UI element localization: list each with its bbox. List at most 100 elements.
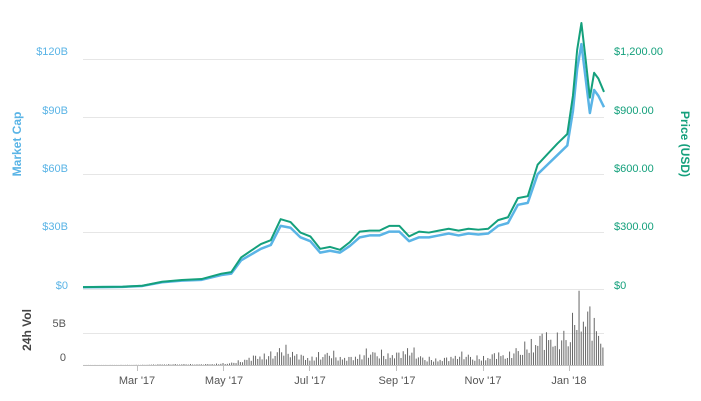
volume-bar [519, 354, 521, 365]
volume-bar [578, 290, 580, 365]
volume-bar [274, 355, 276, 365]
volume-bar [250, 360, 252, 365]
volume-bar [229, 363, 231, 365]
volume-bar [226, 363, 228, 365]
volume-bar [400, 357, 402, 365]
volume-bar [185, 364, 187, 365]
volume-bar [313, 360, 315, 365]
volume-bar [561, 340, 563, 365]
volume-bar [541, 333, 543, 365]
volume-bar [231, 362, 233, 365]
volume-bar [246, 359, 248, 365]
volume-bar [237, 360, 239, 365]
volume-bar [530, 338, 532, 365]
volume-bar [287, 353, 289, 365]
volume-bar [537, 345, 539, 365]
volume-bar [207, 364, 209, 365]
volume-bar [411, 352, 413, 365]
right-tick-label: $600.00 [614, 163, 654, 175]
volume-bar [189, 363, 191, 365]
volume-bar [461, 351, 463, 365]
volume-bar [506, 357, 508, 365]
volume-bar [543, 349, 545, 365]
volume-bar [283, 355, 285, 365]
volume-bar [168, 364, 170, 365]
volume-bar [469, 356, 471, 365]
volume-bar [417, 357, 419, 365]
volume-bar [352, 360, 354, 365]
volume-bar [370, 354, 372, 365]
grid-lines [83, 59, 604, 371]
volume-bar [383, 355, 385, 365]
market-cap-line [82, 42, 606, 289]
volume-bar [270, 351, 272, 365]
volume-bar [587, 311, 589, 365]
volume-bar [211, 364, 213, 365]
volume-bar [539, 335, 541, 365]
left-tick-label: $120B [36, 46, 68, 58]
volume-bar [218, 364, 220, 365]
volume-bar [404, 354, 406, 365]
volume-bar [548, 340, 550, 365]
volume-bar [331, 358, 333, 365]
volume-bar [341, 359, 343, 365]
volume-bar [335, 357, 337, 365]
volume-bar [242, 362, 244, 365]
volume-bar [491, 354, 493, 365]
volume-bar [498, 352, 500, 365]
volume-bar [396, 352, 398, 365]
volume-bar [263, 353, 265, 365]
x-tick-label: Jan '18 [551, 375, 586, 387]
volume-bar [452, 358, 454, 365]
volume-bar [311, 356, 313, 365]
volume-bar [272, 358, 274, 365]
volume-bar [281, 352, 283, 365]
volume-bar [385, 359, 387, 365]
volume-bar [585, 326, 587, 365]
volume-bar [496, 358, 498, 365]
volume-bar [513, 353, 515, 365]
volume-bar [153, 364, 155, 365]
x-tick-label: Sep '17 [379, 375, 416, 387]
volume-bar [222, 363, 224, 365]
volume-bar [459, 356, 461, 365]
volume-bar [198, 364, 200, 365]
volume-bar [361, 359, 363, 365]
x-axis-ticks: Mar '17 May '17 Jul '17 Sep '17 Nov '17 … [119, 375, 587, 387]
volume-bar [480, 360, 482, 365]
volume-bar [474, 360, 476, 365]
right-tick-label: $1,200.00 [614, 46, 663, 58]
volume-bar [439, 359, 441, 365]
volume-bar [376, 356, 378, 365]
volume-bar [515, 348, 517, 365]
volume-bar [298, 359, 300, 365]
volume-bar [233, 362, 235, 365]
volume-bar [181, 364, 183, 365]
volume-bar [172, 364, 174, 365]
series-lines [82, 22, 606, 289]
volume-bar [556, 332, 558, 365]
volume-bar [363, 355, 365, 365]
volume-bar [174, 364, 176, 365]
volume-bar [443, 357, 445, 365]
volume-bar [276, 352, 278, 365]
volume-bar [328, 355, 330, 365]
volume-bar [415, 358, 417, 365]
volume-bar [387, 353, 389, 365]
volume-bar [196, 364, 198, 365]
volume-bar [265, 359, 267, 365]
volume-bar [339, 356, 341, 365]
volume-bar [424, 360, 426, 365]
volume-bar [554, 345, 556, 365]
volume-bar [192, 364, 194, 365]
volume-bar [391, 355, 393, 365]
volume-bar [239, 362, 241, 365]
volume-bar [398, 352, 400, 365]
volume-bar [320, 359, 322, 365]
volume-bar [372, 352, 374, 365]
volume-bar [563, 330, 565, 365]
volume-bar [409, 355, 411, 365]
volume-bar [296, 354, 298, 365]
volume-bar [307, 357, 309, 365]
volume-bar [235, 363, 237, 365]
